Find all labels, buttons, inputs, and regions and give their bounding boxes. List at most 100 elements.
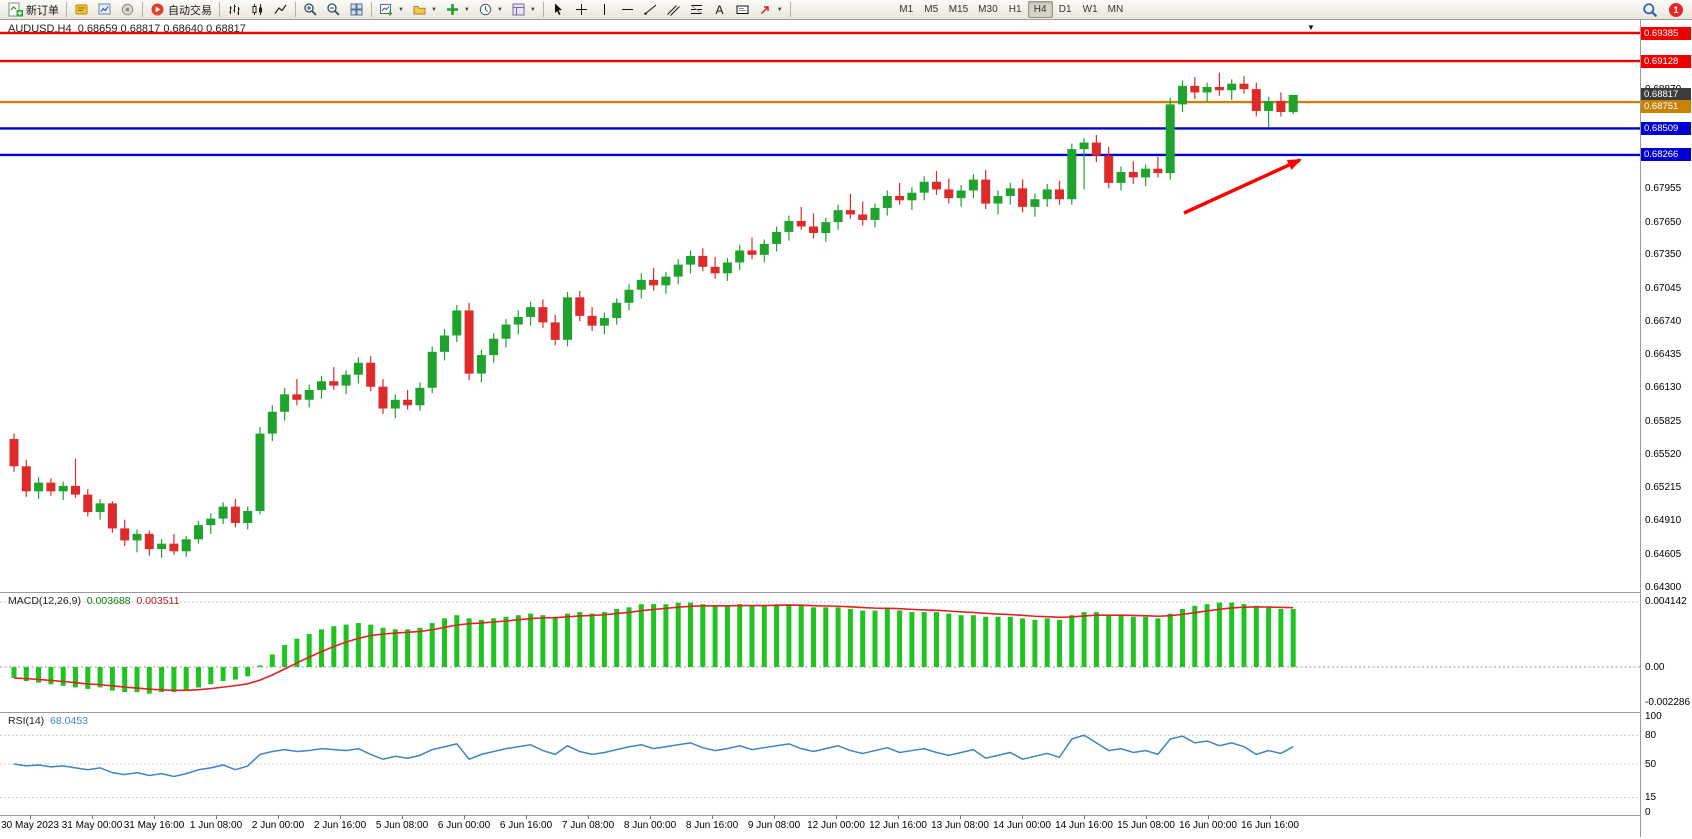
candles-group (9, 72, 1298, 558)
new-order-button[interactable]: 新订单 (4, 1, 63, 19)
periods-button[interactable]: ▼ (474, 1, 507, 19)
rsi-line (13, 734, 1294, 778)
metaeditor-icon (75, 4, 88, 15)
resistance-line-1-tag: 0.69385 (1641, 26, 1691, 40)
zoom-in-button[interactable] (299, 1, 322, 19)
toolbar-separator (371, 2, 372, 17)
line-chart-icon (274, 4, 287, 14)
macd-axis-label: 0.00 (1645, 661, 1665, 673)
price-axis-tick: 0.64300 (1645, 581, 1682, 593)
timeframe-toolbar: M1 M5 M15 M30 H1 H4 D1 W1 MN (894, 1, 1128, 18)
support-line-1-tag: 0.68509 (1641, 121, 1691, 135)
timeframe-m5[interactable]: M5 (924, 4, 939, 15)
time-axis-tick (216, 815, 217, 819)
time-axis-tick (1270, 815, 1271, 819)
chart-window-button[interactable] (93, 1, 116, 19)
autotrading-icon (151, 3, 164, 16)
line-chart-button[interactable] (269, 1, 292, 19)
time-axis-label: 31 May 16:00 (123, 820, 185, 831)
text-tool-button[interactable]: A (708, 1, 731, 19)
autotrading-button[interactable]: 自动交易 (146, 1, 216, 19)
search-icon (1643, 2, 1658, 17)
time-axis-tick (278, 815, 279, 819)
time-axis-label: 13 Jun 08:00 (931, 820, 989, 831)
trendline-icon (644, 4, 657, 15)
metaeditor-button[interactable] (70, 1, 93, 19)
autotrading-label: 自动交易 (168, 4, 212, 17)
time-axis-border (0, 815, 1640, 816)
arrows-tool-button[interactable]: ▼ (754, 1, 787, 19)
timeframe-mn[interactable]: MN (1107, 4, 1124, 15)
timeframe-d1[interactable]: D1 (1058, 4, 1072, 15)
crosshair-tool-button[interactable] (570, 1, 593, 19)
candlestick-chart-button[interactable] (246, 1, 269, 19)
chart-canvas[interactable] (0, 20, 1692, 839)
notification-badge[interactable]: 1 (1669, 2, 1683, 17)
timeframe-m1[interactable]: M1 (899, 4, 914, 15)
time-axis-tick (92, 815, 93, 819)
trendline-tool-button[interactable] (639, 1, 662, 19)
fibonacci-tool-button[interactable] (685, 1, 708, 19)
dropdown-caret: ▼ (398, 6, 404, 13)
horizontal-line-tool-button[interactable] (616, 1, 639, 19)
text-label-tool-button[interactable] (731, 1, 754, 19)
crosshair-icon (575, 4, 587, 15)
dropdown-caret: ▼ (496, 6, 503, 13)
macd-name: MACD(12,26,9) (8, 595, 81, 607)
indicators-button[interactable]: ▼ (441, 1, 474, 19)
cursor-tool-button[interactable] (547, 1, 570, 19)
rsi-axis-label: 50 (1645, 758, 1657, 770)
toolbar-separator (295, 2, 296, 17)
bid-price-tag: 0.68817 (1641, 88, 1691, 102)
new-order-label: 新订单 (26, 4, 59, 17)
support-line-2-tag: 0.68266 (1641, 148, 1691, 162)
time-axis-tick (1146, 815, 1147, 819)
price-axis-tick: 0.67955 (1645, 183, 1682, 195)
tile-windows-button[interactable] (345, 1, 368, 19)
rsi-value: 68.0453 (50, 715, 88, 727)
ohlc-values: 0.68659 0.68817 0.68640 0.68817 (77, 23, 246, 35)
bar-chart-icon (229, 4, 240, 15)
time-axis-label: 6 Jun 16:00 (499, 820, 553, 831)
time-axis[interactable]: 30 May 2023 31 May 00:00 31 May 16:00 1 Jun… (0, 815, 1640, 837)
macd-main-value: 0.003688 (86, 595, 131, 607)
notification-count: 1 (1673, 4, 1679, 15)
price-axis[interactable]: 0.688700.679550.676500.673500.670450.667… (1641, 20, 1692, 837)
macd-pane[interactable] (0, 593, 1640, 712)
fibonacci-icon (690, 5, 703, 14)
time-axis-label: 8 Jun 16:00 (685, 820, 739, 831)
time-axis-label: 1 Jun 08:00 (189, 820, 243, 831)
search-button[interactable] (1638, 1, 1662, 19)
bar-chart-button[interactable] (223, 1, 246, 19)
time-axis-tick (836, 815, 837, 819)
time-axis-label: 2 Jun 16:00 (313, 820, 367, 831)
timeframe-h1[interactable]: H1 (1008, 4, 1022, 15)
toolbar-separator (542, 2, 544, 17)
dropdown-caret: ▼ (430, 6, 437, 13)
timeframe-m15[interactable]: M15 (948, 4, 969, 15)
timeframe-m30[interactable]: M30 (978, 4, 998, 15)
trend-arrow[interactable] (1183, 158, 1302, 215)
dropdown-caret: ▼ (776, 6, 783, 13)
timeframe-h4[interactable]: H4 (1027, 1, 1053, 18)
vertical-line-tool-button[interactable] (593, 1, 616, 19)
arrows-tool-icon (760, 6, 769, 15)
vertical-line-icon (603, 4, 605, 15)
new-chart-icon (380, 4, 392, 16)
new-chart-button[interactable]: ▼ (375, 1, 408, 19)
market-icon (121, 3, 134, 16)
chart-menu-arrow-icon[interactable]: ▼ (1307, 23, 1315, 32)
time-axis-tick (154, 815, 155, 819)
templates-button[interactable]: ▼ (507, 1, 540, 19)
main-price-pane[interactable] (0, 20, 1640, 592)
market-button[interactable] (116, 1, 139, 19)
pane-splitter[interactable] (0, 592, 1640, 593)
profiles-button[interactable]: ▼ (408, 1, 441, 19)
zoom-out-button[interactable] (322, 1, 345, 19)
channel-tool-button[interactable] (662, 1, 685, 19)
candlestick-chart-icon (252, 4, 262, 15)
time-axis-label: 16 Jun 16:00 (1241, 820, 1299, 831)
chart-window-icon (98, 3, 111, 15)
timeframe-w1[interactable]: W1 (1082, 4, 1098, 15)
pane-splitter[interactable] (0, 712, 1640, 713)
